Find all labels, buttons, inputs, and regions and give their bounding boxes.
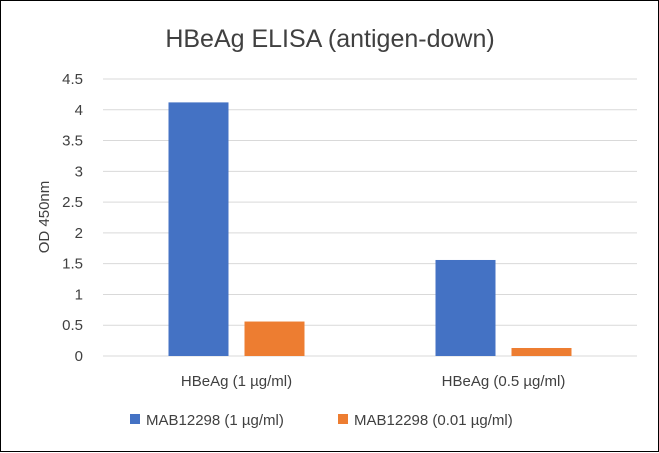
- bar-1-1: [168, 102, 229, 356]
- legend-label: MAB12298 (1 µg/ml): [146, 412, 284, 429]
- y-tick-label: 3.5: [62, 133, 83, 150]
- legend-swatch: [130, 414, 140, 424]
- y-tick-label: 2: [75, 225, 83, 242]
- bars: [168, 102, 572, 356]
- x-tick-label: HBeAg (1 µg/ml): [181, 373, 292, 390]
- y-axis-ticks: 0 0.5 1 1.5 2 2.5 3 3.5 4 4.5: [62, 71, 83, 365]
- y-tick-label: 0.5: [62, 317, 83, 334]
- chart-title: HBeAg ELISA (antigen-down): [165, 25, 494, 53]
- legend: MAB12298 (1 µg/ml) MAB12298 (0.01 µg/ml): [130, 412, 513, 429]
- legend-label: MAB12298 (0.01 µg/ml): [354, 412, 513, 429]
- y-tick-label: 1.5: [62, 256, 83, 273]
- y-tick-label: 3: [75, 163, 83, 180]
- bar-2-1: [244, 321, 305, 356]
- bar-1-2: [435, 259, 496, 356]
- bar-2-2: [511, 347, 572, 356]
- y-tick-label: 2.5: [62, 194, 83, 211]
- y-tick-label: 1: [75, 286, 83, 303]
- x-tick-label: HBeAg (0.5 µg/ml): [442, 373, 566, 390]
- y-tick-label: 4.5: [62, 71, 83, 88]
- y-axis-label: OD 450nm: [36, 181, 53, 254]
- x-axis-ticks: HBeAg (1 µg/ml) HBeAg (0.5 µg/ml): [181, 373, 565, 390]
- y-tick-label: 4: [75, 102, 83, 119]
- y-tick-label: 0: [75, 348, 83, 365]
- legend-swatch: [338, 414, 348, 424]
